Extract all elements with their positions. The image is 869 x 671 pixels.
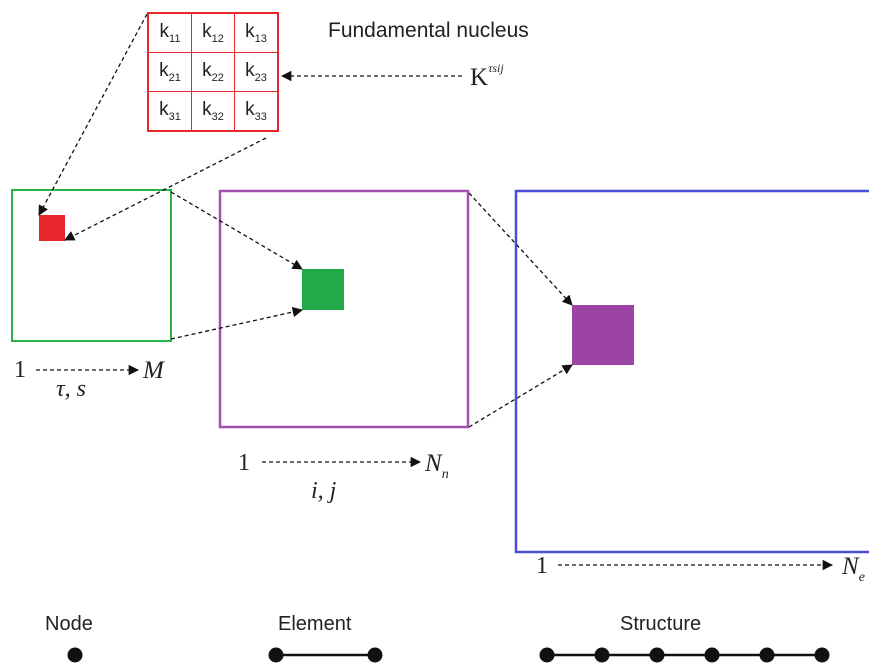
connector-nucleus-to-node-bottom [64, 137, 267, 241]
nucleus-cell: k32 [191, 91, 235, 132]
structure-axis-end: Ne [841, 553, 865, 585]
structure-dot [594, 647, 610, 663]
nucleus-cell: k12 [191, 12, 235, 53]
legend-structure-label: Structure [620, 613, 701, 635]
structure-dot [704, 647, 720, 663]
legend-element-label: Element [278, 613, 352, 635]
structure-dot [649, 647, 665, 663]
nucleus-cell: k33 [234, 91, 279, 132]
fundamental-nucleus-matrix: k11 k12 k13 k21 k22 k23 k31 k32 k33 [147, 12, 279, 132]
connector-node-to-element-bottom [170, 306, 304, 340]
nucleus-cell: k21 [147, 52, 192, 92]
node-highlight-cell [39, 215, 65, 241]
connector-nucleus-to-node-top [38, 13, 148, 216]
element-axis-index: i, j [311, 478, 337, 504]
structure-dot [759, 647, 775, 663]
connector-element-to-structure-bottom [468, 364, 573, 428]
node-axis-start: 1 [14, 357, 26, 383]
connector-element-to-structure-top [468, 192, 573, 306]
nucleus-title: Fundamental nucleus [328, 19, 529, 42]
node-matrix-box [11, 189, 172, 342]
structure-dot [814, 647, 830, 663]
element-axis-end: Nn [424, 450, 449, 482]
element-matrix-box [218, 189, 470, 429]
structure-highlight-cell [572, 305, 634, 365]
node-axis-end: M [142, 357, 165, 384]
element-axis-start: 1 [238, 450, 250, 476]
legend-node-label: Node [45, 613, 93, 635]
element-dot [268, 647, 284, 663]
legend-structure-symbol [539, 647, 830, 663]
legend-element-symbol [268, 647, 383, 663]
nucleus-cell: k22 [191, 52, 235, 92]
structure-matrix-box [514, 189, 869, 554]
nucleus-symbol: Kτsij [470, 61, 504, 91]
node-dot [67, 647, 83, 663]
nucleus-cell: k31 [147, 91, 192, 132]
connector-node-to-element-top [170, 191, 303, 270]
node-axis-index: τ, s [56, 376, 86, 402]
structure-matrix-grid [516, 191, 869, 552]
nucleus-cell: k23 [234, 52, 279, 92]
element-dot [367, 647, 383, 663]
nucleus-cell: k11 [147, 12, 192, 53]
structure-dot [539, 647, 555, 663]
node-matrix-grid [12, 190, 171, 341]
structure-axis-start: 1 [536, 553, 548, 579]
element-highlight-cell [302, 269, 344, 310]
nucleus-cell: k13 [234, 12, 279, 53]
legend-node-symbol [67, 647, 83, 663]
